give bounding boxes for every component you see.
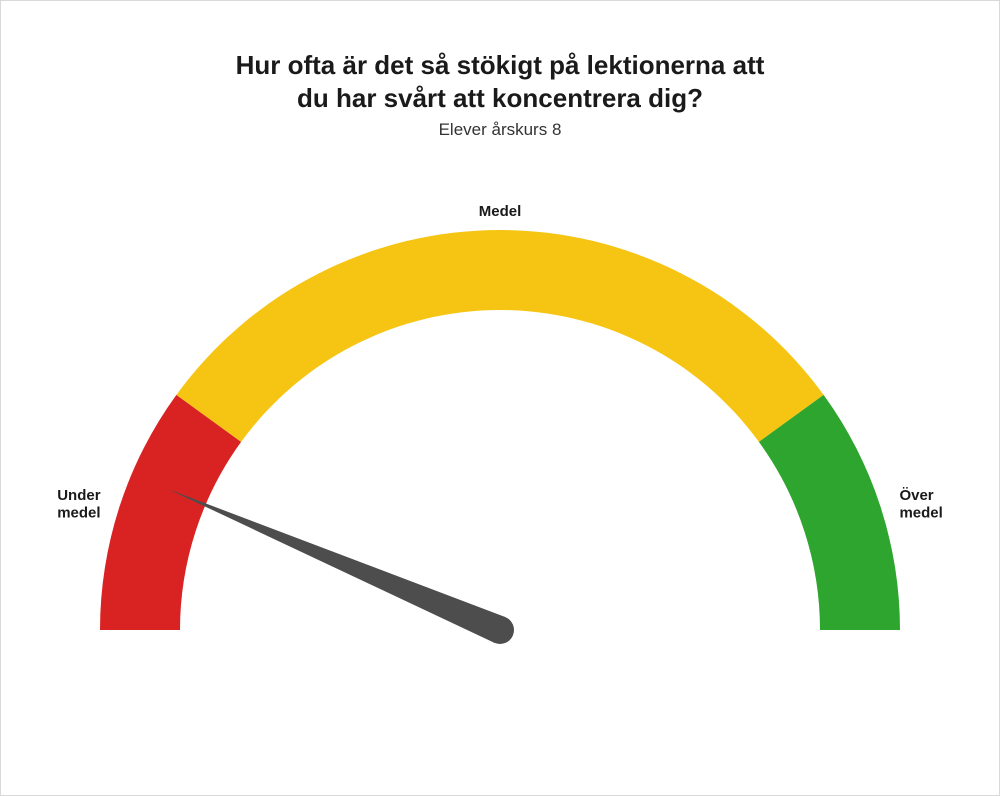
chart-title: Hur ofta är det så stökigt på lektionern…	[9, 49, 991, 114]
gauge-needle-hub	[486, 616, 514, 644]
gauge-band-1	[176, 230, 823, 442]
title-block: Hur ofta är det så stökigt på lektionern…	[9, 49, 991, 140]
gauge-band-2	[759, 395, 900, 630]
title-line-2: du har svårt att koncentrera dig?	[297, 83, 703, 113]
label-medel: Medel	[479, 203, 522, 220]
title-line-1: Hur ofta är det så stökigt på lektionern…	[236, 50, 765, 80]
chart-subtitle: Elever årskurs 8	[9, 120, 991, 140]
gauge-needle	[169, 489, 506, 643]
gauge-chart: Undermedel Medel Övermedel	[10, 140, 990, 740]
chart-card: Hur ofta är det så stökigt på lektionern…	[0, 0, 1000, 796]
label-under-medel: Undermedel	[57, 487, 101, 521]
label-over-medel: Övermedel	[899, 487, 942, 521]
